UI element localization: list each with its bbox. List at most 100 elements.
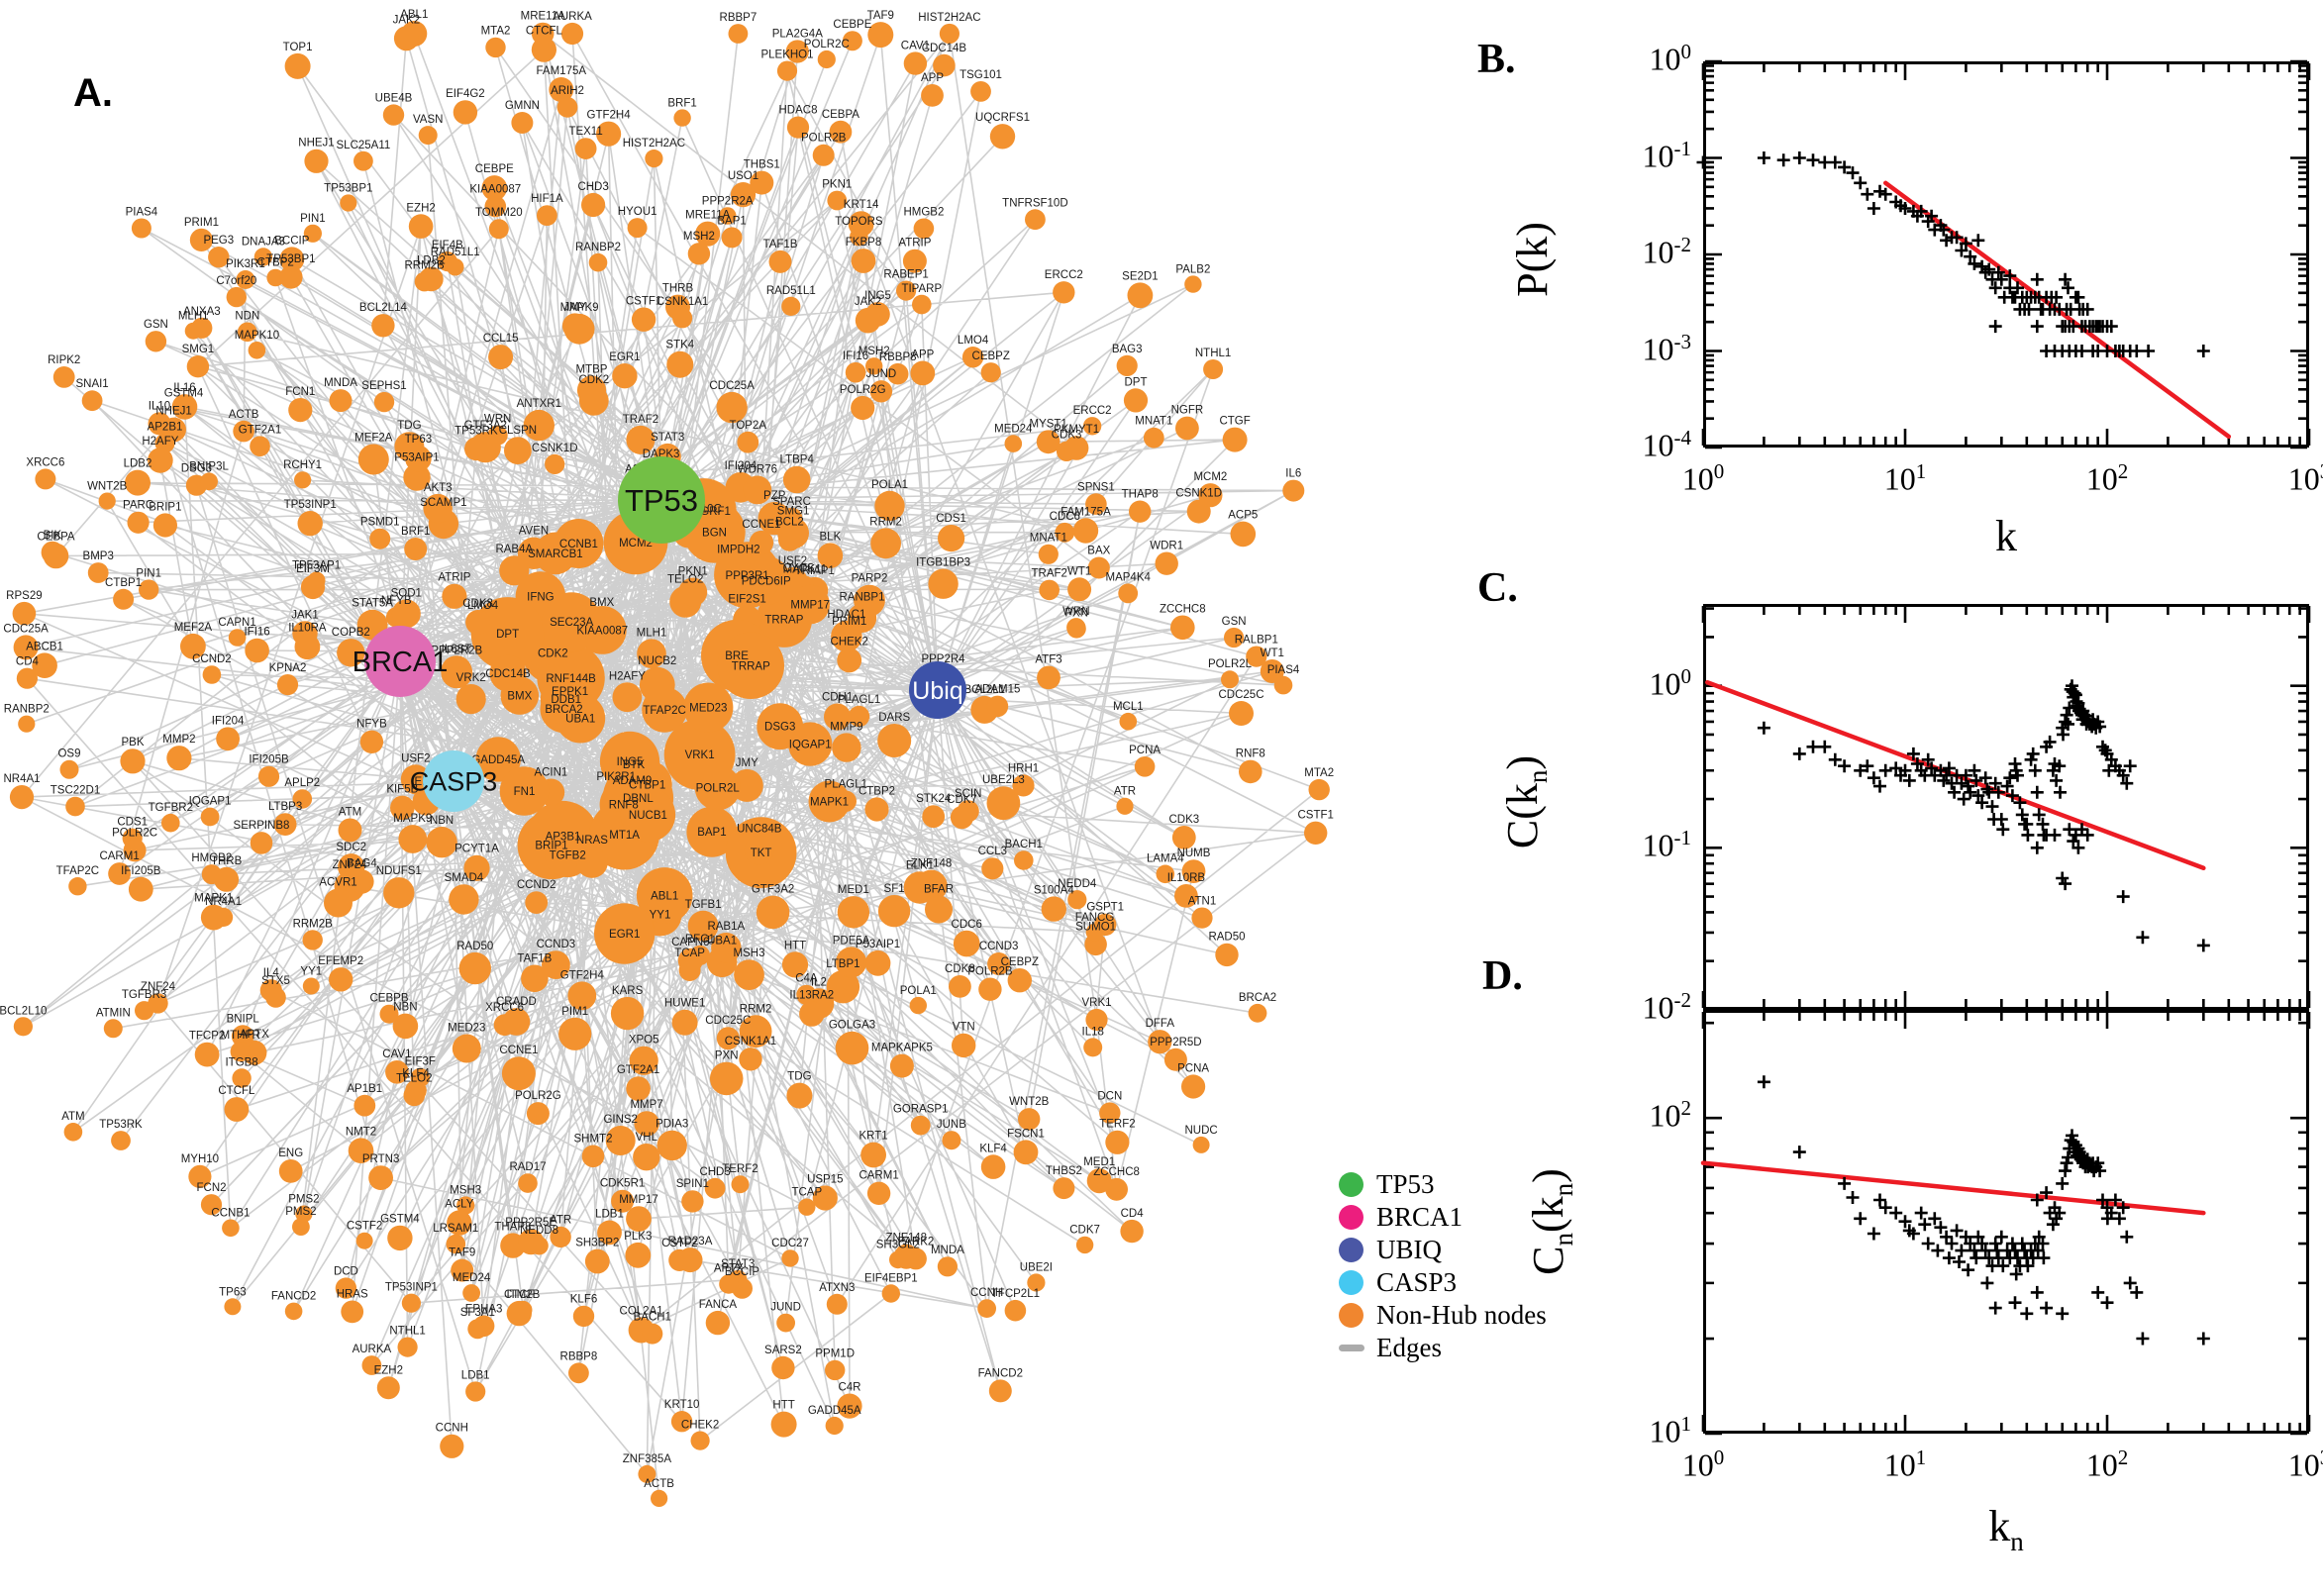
node-label: FAM175A bbox=[537, 65, 587, 77]
network-node bbox=[284, 52, 311, 79]
network-node bbox=[625, 1242, 652, 1268]
node-label: BCCIP bbox=[725, 1266, 759, 1278]
network-node bbox=[52, 366, 75, 388]
network-node bbox=[817, 543, 844, 568]
legend-item-tp53: TP53 bbox=[1339, 1168, 1547, 1201]
node-label: CEBPZ bbox=[972, 350, 1010, 362]
node-label: CDC27 bbox=[771, 1238, 809, 1249]
node-label: ATN1 bbox=[1188, 896, 1217, 908]
network-node bbox=[851, 249, 876, 273]
node-label: APTX bbox=[240, 1029, 269, 1041]
node-label: PXN bbox=[715, 1050, 739, 1062]
node-label: IFNG bbox=[527, 592, 555, 604]
node-label: ANTXR1 bbox=[517, 398, 561, 410]
network-node bbox=[605, 1126, 636, 1155]
node-label: THRB bbox=[211, 855, 243, 867]
node-label: RANBP1 bbox=[839, 592, 884, 604]
node-label: POLR2G bbox=[840, 384, 886, 396]
network-node bbox=[721, 227, 743, 249]
node-label: BGN bbox=[702, 527, 727, 539]
node-label: SNAI1 bbox=[75, 378, 108, 390]
node-label: RAD50 bbox=[1208, 932, 1245, 944]
network-node bbox=[835, 1031, 869, 1065]
network-node bbox=[842, 31, 862, 51]
network-node bbox=[304, 149, 329, 173]
node-label: KIAA0087 bbox=[469, 184, 521, 196]
node-label: CTCF bbox=[504, 1289, 535, 1301]
network-node bbox=[921, 84, 944, 107]
node-label: SMARCB1 bbox=[528, 549, 583, 560]
network-node bbox=[829, 120, 853, 144]
node-label: XRCC6 bbox=[485, 1002, 524, 1014]
network-node bbox=[208, 247, 230, 268]
network-node bbox=[1134, 756, 1156, 777]
node-label: TGFB1 bbox=[685, 899, 722, 911]
node-label: TIPARP bbox=[901, 283, 942, 295]
node-label: MMP2 bbox=[162, 734, 195, 746]
node-swatch-icon bbox=[1339, 1238, 1364, 1262]
network-node bbox=[656, 1130, 687, 1161]
network-node bbox=[825, 1359, 846, 1381]
node-label: LTBP1 bbox=[826, 958, 859, 970]
network-node bbox=[35, 468, 56, 490]
node-label: SCIN bbox=[955, 788, 981, 800]
network-node bbox=[636, 867, 693, 924]
node-label: TRRAP bbox=[732, 660, 770, 672]
node-label: SERPINB8 bbox=[234, 820, 290, 832]
network-node bbox=[1260, 659, 1284, 683]
node-label: NMT2 bbox=[346, 1126, 376, 1138]
node-swatch-icon bbox=[1339, 1205, 1364, 1230]
network-node bbox=[506, 1300, 532, 1327]
network-node bbox=[224, 1298, 242, 1316]
network-node bbox=[446, 257, 464, 276]
node-label: MTHFR bbox=[221, 1030, 260, 1042]
node-label: STAT3 bbox=[721, 1258, 755, 1270]
node-label: PALB2 bbox=[1175, 263, 1210, 275]
node-label: NDN bbox=[235, 311, 259, 323]
node-label: EZH2 bbox=[374, 1364, 403, 1376]
network-node bbox=[716, 1027, 740, 1050]
node-label: ZNF24 bbox=[141, 981, 176, 993]
node-label: SF3A1 bbox=[460, 1307, 495, 1319]
node-label: CDC25C bbox=[705, 1015, 751, 1027]
network-node bbox=[354, 150, 373, 171]
network-node bbox=[245, 638, 269, 663]
network-node bbox=[989, 124, 1016, 150]
node-label: EZH2 bbox=[406, 202, 435, 214]
node-label: DAPK3 bbox=[643, 449, 680, 460]
network-node bbox=[236, 270, 255, 289]
network-node bbox=[376, 1376, 400, 1400]
network-node bbox=[837, 896, 870, 929]
node-label: LDB2 bbox=[417, 255, 446, 267]
node-label: CSNK1A1 bbox=[656, 296, 708, 308]
network-node bbox=[1273, 675, 1293, 695]
node-label: GADD45A bbox=[471, 754, 525, 766]
node-label: ABL1 bbox=[400, 9, 428, 21]
network-node bbox=[1123, 388, 1149, 413]
node-label: MMP17 bbox=[619, 1194, 658, 1206]
node-label: STAT5A bbox=[352, 598, 393, 610]
node-label: POLR2B bbox=[967, 966, 1013, 978]
node-label: S100A4 bbox=[1034, 885, 1075, 897]
network-node bbox=[1222, 427, 1248, 452]
network-node bbox=[472, 1315, 495, 1338]
node-label: PLA2G4A bbox=[772, 28, 823, 40]
node-label: C4A bbox=[795, 973, 818, 985]
panel-c-label: C. bbox=[1477, 565, 1518, 611]
node-labels: TP53RK KIAA0087 THAP8 CDC14B DSG3 NTHL1 VRK1 CE… bbox=[0, 9, 1334, 1490]
network-node bbox=[938, 525, 965, 552]
network-node bbox=[831, 620, 862, 652]
node-label: ACTB bbox=[644, 1478, 674, 1490]
network-node bbox=[663, 719, 736, 790]
network-node bbox=[1203, 359, 1224, 379]
node-label: PPM1D bbox=[815, 1348, 855, 1360]
node-label: TP53BP1 bbox=[324, 183, 372, 195]
network-node bbox=[717, 632, 784, 699]
node-label: VTN bbox=[953, 1022, 975, 1034]
network-node bbox=[369, 528, 391, 549]
node-label: GSTM4 bbox=[164, 388, 204, 400]
node-label: BIK bbox=[44, 530, 62, 542]
node-label: UBE2L3 bbox=[982, 774, 1025, 786]
node-label: MED24 bbox=[453, 1272, 491, 1284]
node-label: IFI205B bbox=[121, 865, 161, 877]
